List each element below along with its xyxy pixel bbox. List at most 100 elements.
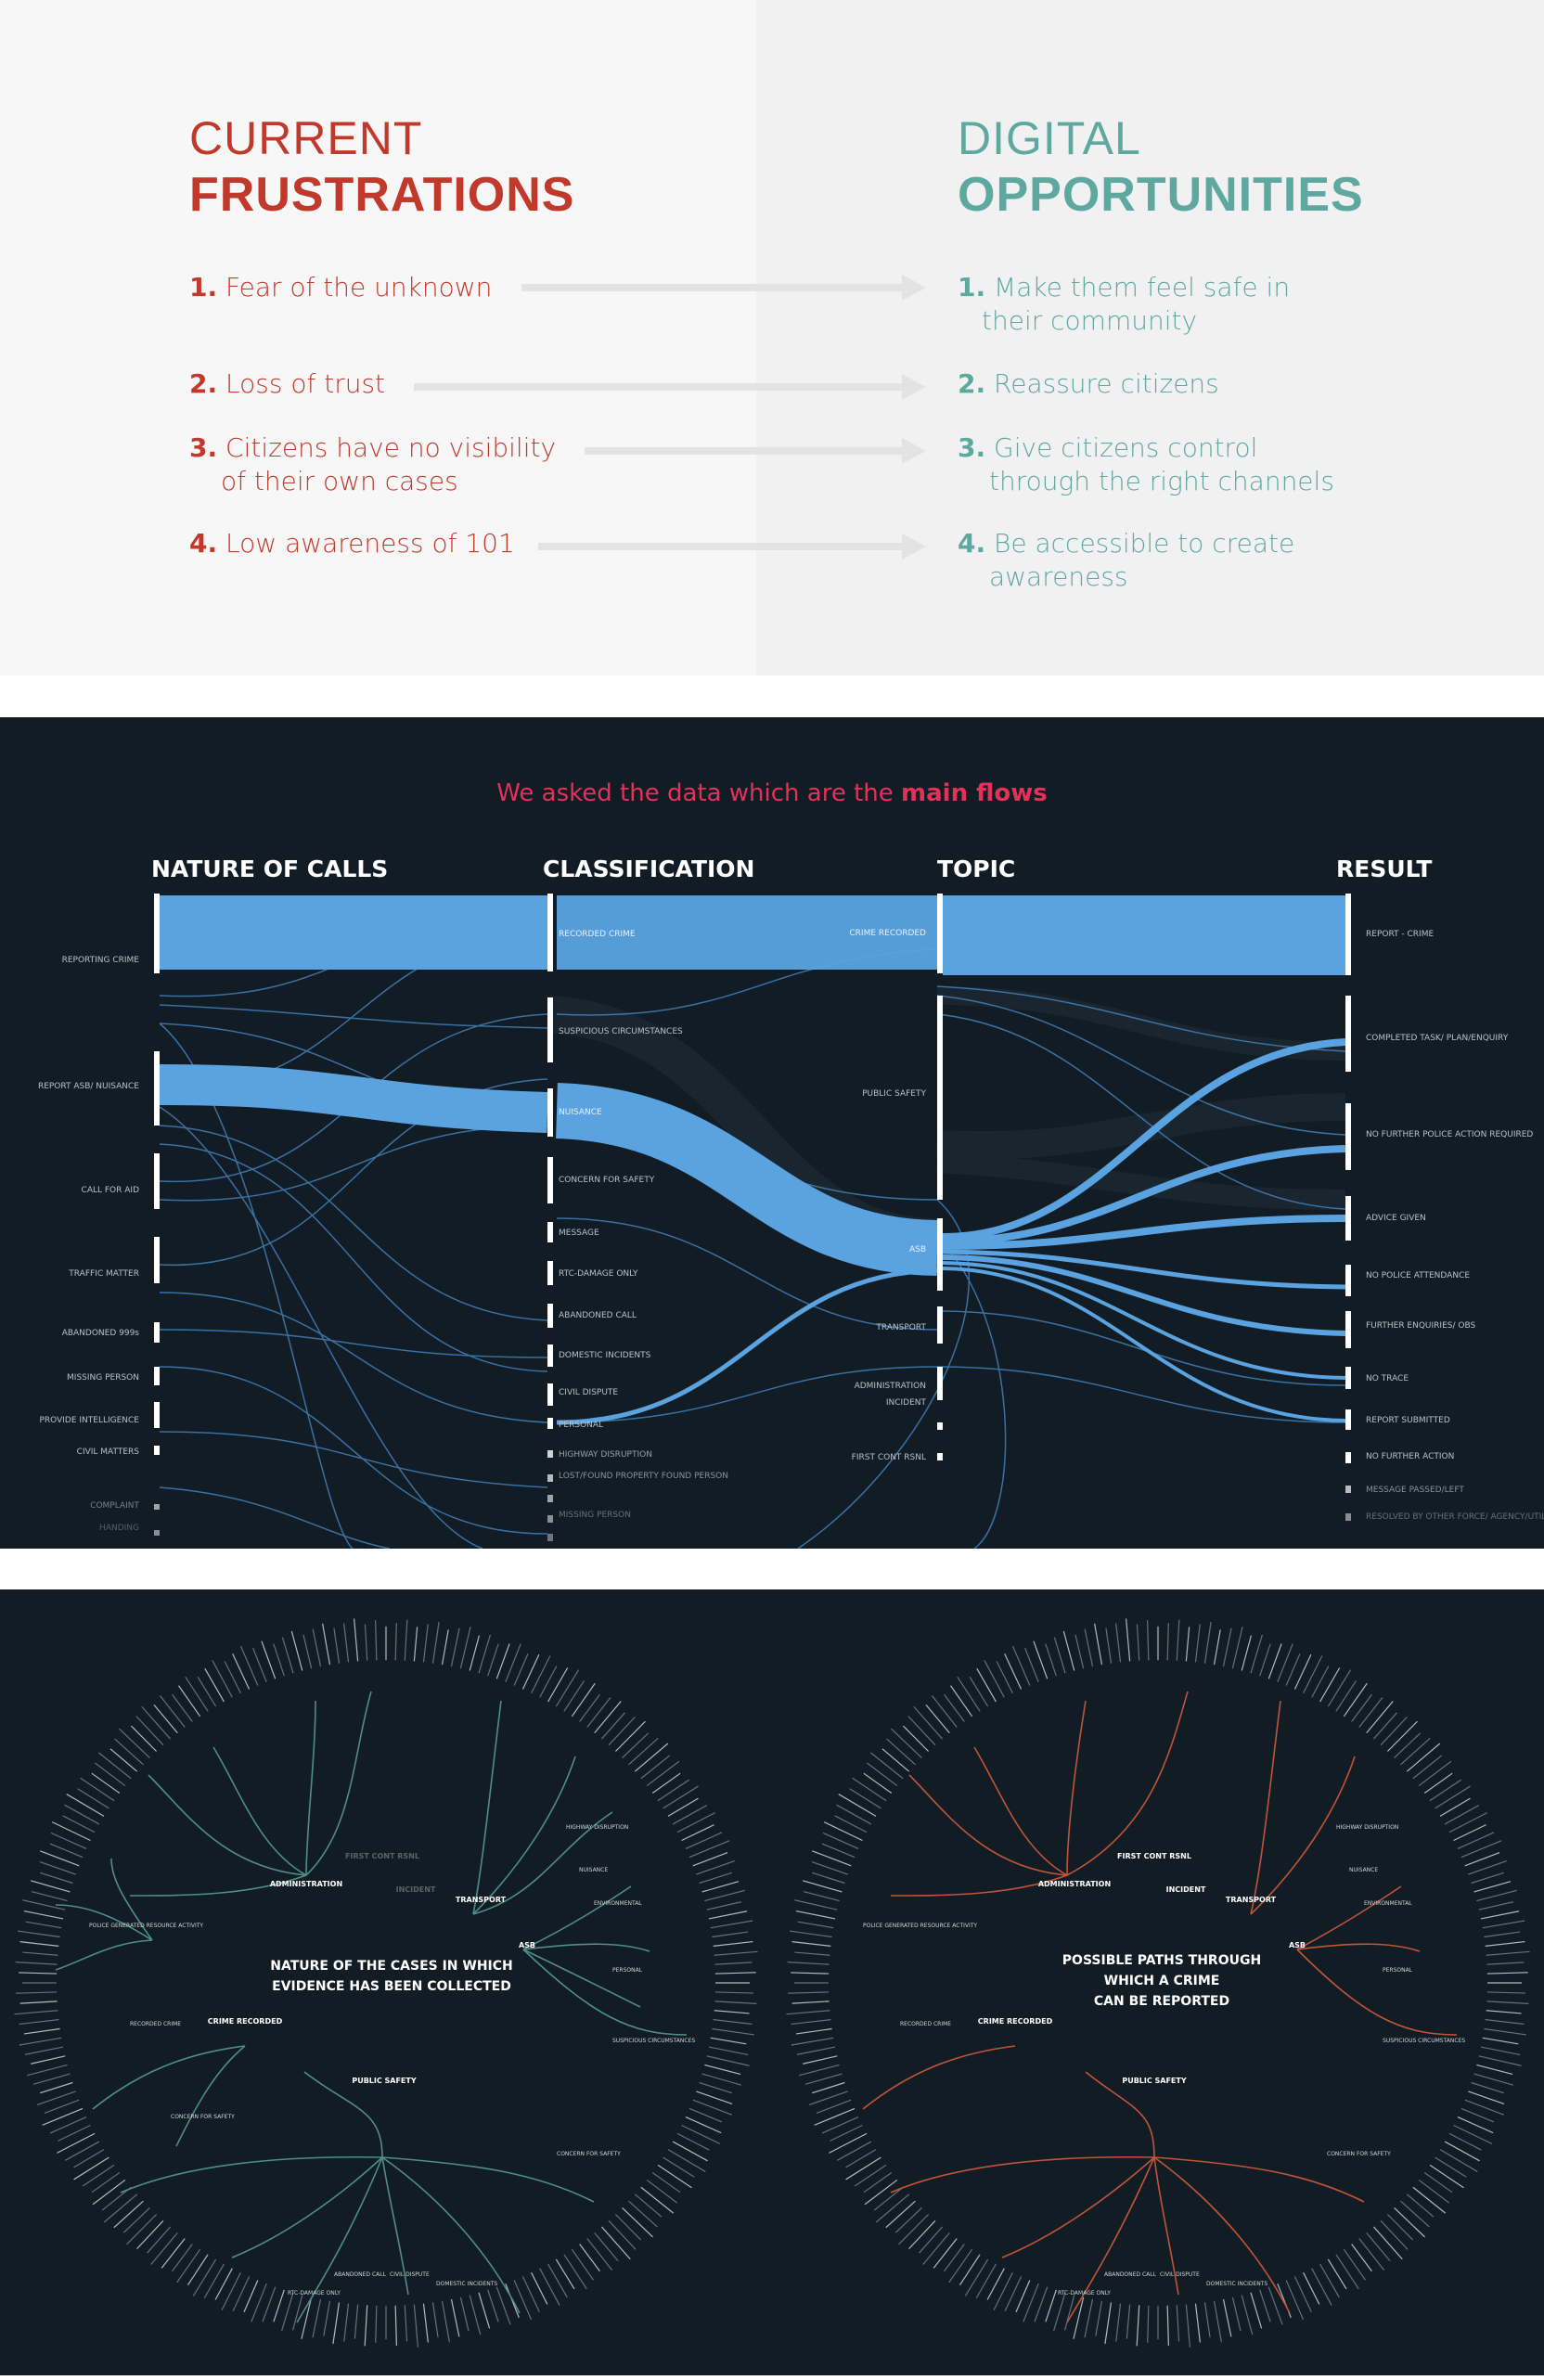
leaf-tick [114, 1738, 144, 1766]
leaf-tick [1095, 2300, 1103, 2336]
item-number: 3. [958, 432, 986, 463]
leaf-tick [141, 1705, 171, 1740]
leaf-tick [478, 1634, 491, 1674]
leaf-tick [312, 2298, 322, 2338]
leaf-tick [714, 2010, 750, 2014]
leaf-tick [646, 2179, 677, 2204]
branch-label: DOMESTIC INCIDENTS [1206, 2281, 1267, 2287]
leaf-tick [1213, 2300, 1222, 2343]
leaf-tick [302, 1634, 313, 1669]
leaf-tick [829, 2132, 868, 2154]
arrow-icon [414, 374, 926, 400]
topic-labels: CRIME RECORDED PUBLIC SAFETY ASB TRANSPO… [849, 929, 926, 1462]
leaf-tick [1073, 2296, 1085, 2339]
leaf-tick [685, 2116, 722, 2134]
result-label: ADVICE GIVEN [1366, 1214, 1426, 1223]
branch-label: SUSPICIOUS CIRCUMSTANCES [1383, 2038, 1465, 2044]
leaf-tick [40, 2081, 73, 2094]
branch-label: CONCERN FOR SAFETY [557, 2151, 621, 2157]
leaf-tick [1011, 1645, 1031, 1686]
branch-label: POLICE GENERATED RESOURCE ACTIVITY [863, 1923, 977, 1929]
leaf-tick [161, 2238, 186, 2269]
leaf-tick [354, 2304, 359, 2339]
leaf-tick [672, 1805, 707, 1825]
leaf-tick [809, 2091, 848, 2105]
leaf-tick [1406, 1743, 1441, 1772]
leaf-tick [663, 2156, 695, 2178]
leaf-tick [547, 1667, 569, 1703]
nature-label: CALL FOR AID [82, 1186, 140, 1195]
leaf-tick [791, 1941, 831, 1947]
leaf-tick [450, 2298, 460, 2337]
leaf-tick [251, 2283, 267, 2322]
leaf-tick [789, 1930, 832, 1938]
item-text: Fear of the unknown [225, 272, 493, 302]
leaf-tick [1460, 2107, 1495, 2123]
leaf-tick [795, 1910, 836, 1920]
leaf-tick [1004, 1653, 1023, 1690]
leaf-tick [292, 2295, 303, 2331]
sankey-title: We asked the data which are the main flo… [496, 779, 1048, 807]
leaf-tick [30, 1880, 71, 1893]
leaf-tick [672, 2141, 708, 2162]
leaf-tick [948, 2248, 973, 2284]
leaf-tick [66, 1794, 105, 1817]
leaf-tick [873, 2186, 904, 2211]
leaf-tick [261, 1640, 277, 1679]
leaf-tick [601, 1712, 625, 1740]
leaf-tick [394, 2305, 397, 2346]
leaf-tick [1486, 1962, 1525, 1965]
sankey-diagram: We asked the data which are the main flo… [38, 779, 1544, 1550]
leaf-tick [469, 1635, 480, 1671]
branch-label: HIGHWAY DISRUPTION [566, 1824, 628, 1831]
flow-asb-completed [942, 1038, 1346, 1241]
leaf-tick [1136, 2305, 1140, 2347]
leaf-tick [1053, 1637, 1066, 1674]
arrow-icon [521, 275, 926, 301]
leaf-tick [1358, 1697, 1383, 1728]
leaf-tick [354, 1618, 359, 1662]
leaf-tick [701, 2073, 742, 2086]
leaf-tick [1412, 1755, 1443, 1780]
leaf-tick [159, 1694, 186, 1728]
leaf-tick [50, 1832, 87, 1850]
leaf-tick [838, 1794, 877, 1817]
leaf-tick [422, 2303, 429, 2343]
radial-trees-panel: ADMINISTRATION TRANSPORT ASB PUBLIC SAFE… [0, 1589, 1544, 2375]
center-title-line: POSSIBLE PATHS THROUGH [1062, 1953, 1261, 1968]
leaf-tick [957, 1676, 981, 1712]
leaf-tick [172, 1693, 193, 1722]
leaf-tick [996, 1661, 1013, 1694]
leaf-tick [1343, 2248, 1367, 2281]
leaf-tick [1185, 1627, 1190, 1662]
leaf-tick [797, 1921, 834, 1929]
leaf-tick [712, 2027, 755, 2036]
leaf-tick [1476, 1889, 1518, 1902]
leaf-tick [1176, 2305, 1180, 2342]
leaf-tick [1277, 1643, 1293, 1683]
leaf-tick [692, 2099, 732, 2116]
nature-label: PROVIDE INTELLIGENCE [39, 1416, 139, 1425]
hub-label: ADMINISTRATION [1038, 1880, 1111, 1888]
leaf-tick [704, 2064, 741, 2075]
leaf-tick [706, 2055, 750, 2066]
leaf-tick [1394, 1732, 1421, 1758]
leaf-tick [1439, 1797, 1471, 1817]
leaf-tick [586, 2238, 613, 2271]
item-number: 2. [189, 368, 218, 399]
leaf-tick [708, 2046, 749, 2056]
leaf-tick [1485, 2019, 1525, 2025]
leaf-tick [478, 2292, 491, 2329]
leaf-tick [791, 2000, 830, 2004]
right-tree-labels: ADMINISTRATION TRANSPORT ASB PUBLIC SAFE… [978, 1852, 1306, 2085]
leaf-tick [26, 2064, 68, 2077]
leaf-tick [1468, 1860, 1507, 1875]
leaf-tick [31, 1891, 68, 1902]
leaf-tick [495, 1643, 510, 1679]
leaf-tick [431, 2302, 439, 2338]
leaf-tick [62, 1815, 96, 1833]
leaf-tick [706, 1901, 741, 1910]
leaf-tick [73, 2156, 109, 2181]
classification-label: ABANDONED CALL [559, 1311, 637, 1320]
leaf-tick [1267, 1643, 1282, 1679]
